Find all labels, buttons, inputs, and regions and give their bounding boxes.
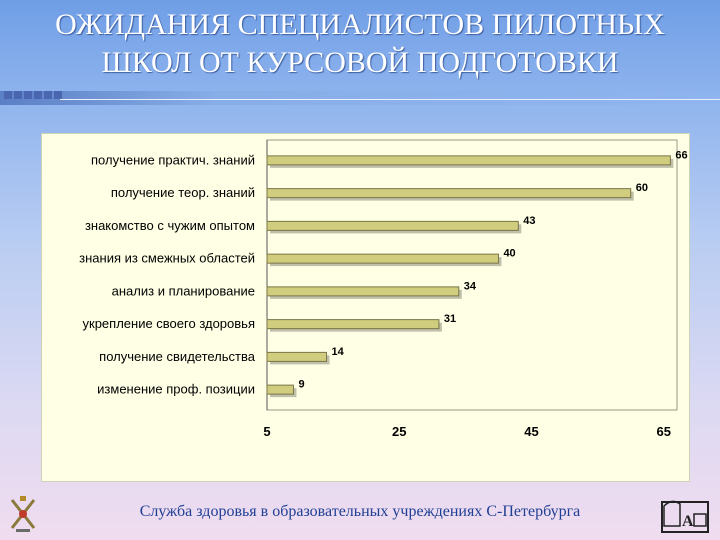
x-tick-label: 45	[524, 424, 538, 439]
data-label: 14	[332, 346, 345, 358]
bar	[266, 384, 294, 395]
plot-area-frame	[266, 139, 678, 411]
category-label: получение свидетельства	[99, 349, 256, 364]
decorative-squares	[4, 91, 62, 99]
bar	[266, 155, 671, 166]
data-label: 40	[503, 248, 515, 260]
category-label: получение практич. знаний	[91, 152, 255, 167]
saint-petersburg-emblem-icon	[10, 496, 36, 532]
bar	[266, 286, 460, 297]
x-tick-label: 25	[392, 424, 406, 439]
x-tick-label: 5	[263, 424, 270, 439]
category-label: знания из смежных областей	[79, 251, 255, 266]
chart-panel: получение практич. знаний 66 получение тео…	[41, 133, 690, 482]
category-label: получение теор. знаний	[111, 185, 255, 200]
bar	[266, 188, 632, 199]
svg-text:A: A	[682, 513, 694, 530]
school-logo-icon: A	[661, 500, 709, 533]
title-line-1: ОЖИДАНИЯ СПЕЦИАЛИСТОВ ПИЛОТНЫХ	[55, 8, 665, 41]
bar	[266, 220, 519, 231]
data-label: 60	[636, 182, 648, 194]
bar	[266, 319, 440, 330]
category-label: изменение проф. позиции	[97, 382, 255, 397]
decorative-line	[60, 99, 720, 100]
title-line-2: ШКОЛ ОТ КУРСОВОЙ ПОДГОТОВКИ	[101, 46, 619, 79]
x-tick-label: 65	[657, 424, 671, 439]
slide-title: ОЖИДАНИЯ СПЕЦИАЛИСТОВ ПИЛОТНЫХ ШКОЛ ОТ К…	[0, 6, 720, 82]
data-label: 31	[444, 313, 456, 325]
decorative-header-bar	[0, 91, 720, 105]
category-label: анализ и планирование	[112, 283, 255, 298]
category-label: укрепление своего здоровья	[83, 316, 255, 331]
bar	[266, 253, 499, 264]
data-label: 43	[523, 215, 535, 227]
data-label: 34	[464, 280, 477, 292]
bar-chart: получение практич. знаний 66 получение тео…	[79, 139, 688, 439]
footer-text: Служба здоровья в образовательных учрежд…	[139, 503, 581, 520]
bar	[266, 351, 328, 362]
category-label: знакомство с чужим опытом	[85, 218, 255, 233]
data-label: 66	[675, 149, 687, 161]
data-label: 9	[298, 379, 304, 391]
